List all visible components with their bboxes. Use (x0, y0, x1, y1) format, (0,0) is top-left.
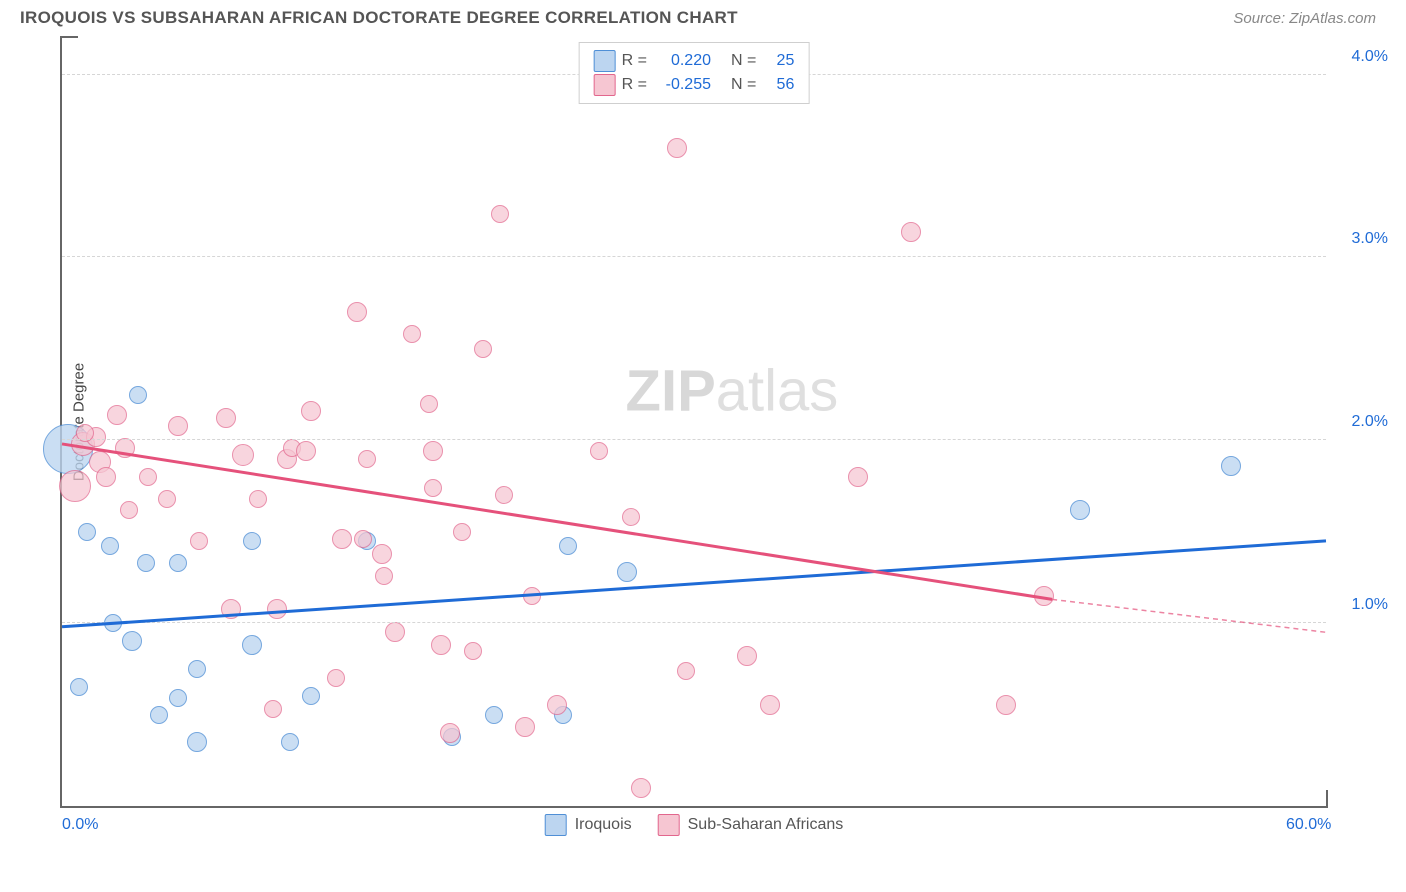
r-value: -0.255 (653, 76, 711, 94)
legend-swatch (594, 50, 616, 72)
y-tick-label: 4.0% (1352, 48, 1388, 66)
legend-label: Sub-Saharan Africans (688, 816, 844, 834)
trend-lines (62, 38, 1326, 806)
chart-title: IROQUOIS VS SUBSAHARAN AFRICAN DOCTORATE… (20, 8, 738, 28)
legend-swatch (545, 814, 567, 836)
n-value: 56 (762, 76, 794, 94)
legend-item: Sub-Saharan Africans (658, 814, 844, 836)
x-tick-label: 0.0% (62, 816, 98, 834)
trend-line (62, 541, 1326, 627)
n-label: N = (731, 76, 756, 94)
legend-swatch (658, 814, 680, 836)
x-axis-end-tick (1326, 790, 1328, 808)
source-attribution: Source: ZipAtlas.com (1233, 10, 1376, 27)
y-tick-label: 2.0% (1352, 413, 1388, 431)
scatter-chart: Doctorate Degree R = 0.220 N = 25 R = -0… (60, 38, 1326, 808)
stats-legend-row: R = -0.255 N = 56 (594, 73, 795, 97)
legend-item: Iroquois (545, 814, 632, 836)
n-value: 25 (762, 52, 794, 70)
series-legend: Iroquois Sub-Saharan Africans (545, 814, 844, 836)
legend-swatch (594, 74, 616, 96)
r-label: R = (622, 76, 647, 94)
x-tick-label: 60.0% (1286, 816, 1331, 834)
n-label: N = (731, 52, 756, 70)
r-label: R = (622, 52, 647, 70)
y-tick-label: 1.0% (1352, 596, 1388, 614)
stats-legend-row: R = 0.220 N = 25 (594, 49, 795, 73)
y-tick-label: 3.0% (1352, 230, 1388, 248)
r-value: 0.220 (653, 52, 711, 70)
trend-line (62, 444, 1052, 599)
stats-legend: R = 0.220 N = 25 R = -0.255 N = 56 (579, 42, 810, 104)
trend-line-extension (1052, 599, 1326, 632)
legend-label: Iroquois (575, 816, 632, 834)
